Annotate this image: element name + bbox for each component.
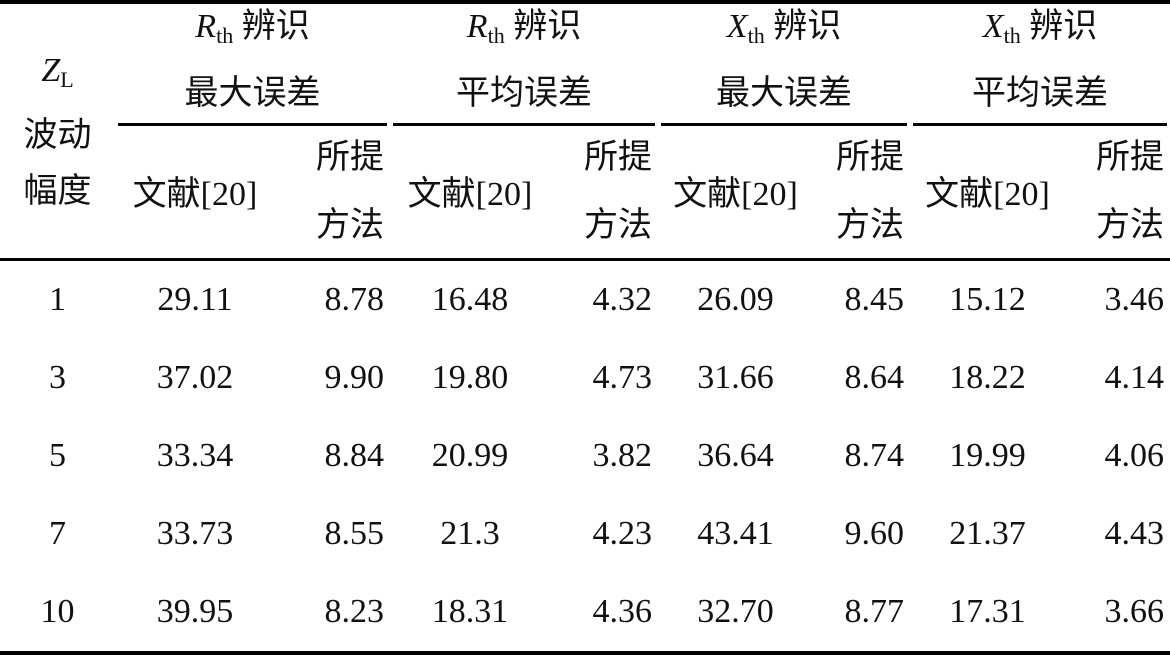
group-header-rth-max: Rth 辨识 最大误差 xyxy=(115,2,390,126)
value-cell: 26.09 xyxy=(697,281,774,318)
value-cell: 8.45 xyxy=(844,281,905,318)
value-cell: 8.23 xyxy=(324,593,385,630)
value-cell: 19.99 xyxy=(949,437,1026,474)
group-line2: 平均误差 xyxy=(972,75,1108,112)
value-cell: 3.46 xyxy=(1104,281,1165,318)
amplitude-cell: 7 xyxy=(49,515,66,552)
subheader-proposed: 所提 方法 xyxy=(550,126,658,261)
group-line2: 最大误差 xyxy=(184,75,321,112)
group-header-xth-max: Xth 辨识 最大误差 xyxy=(658,2,910,126)
value-cell: 8.74 xyxy=(844,437,905,474)
amplitude-cell: 3 xyxy=(49,359,66,396)
group-header-xth-avg: Xth 辨识 平均误差 xyxy=(910,2,1170,126)
group-var: R xyxy=(466,8,488,45)
zl-line3: 幅度 xyxy=(23,172,92,210)
group-line2: 平均误差 xyxy=(456,75,592,112)
value-cell: 4.14 xyxy=(1104,359,1165,396)
zl-var: Z xyxy=(41,51,61,89)
group-label: 辨识 xyxy=(1029,8,1098,45)
table-row: 5 33.34 8.84 20.99 3.82 36.64 8.74 19.99 4.06 xyxy=(0,417,1170,495)
subheader-proposed: 所提 方法 xyxy=(1065,126,1170,261)
value-cell: 37.02 xyxy=(156,359,234,396)
proposed-line2: 方法 xyxy=(836,207,904,244)
proposed-line2: 方法 xyxy=(316,207,384,244)
group-label: 辨识 xyxy=(241,8,310,45)
value-cell: 33.34 xyxy=(156,437,234,474)
group-sub: th xyxy=(216,23,234,48)
amplitude-cell: 1 xyxy=(49,281,66,318)
value-cell: 32.70 xyxy=(697,593,774,630)
value-cell: 18.31 xyxy=(431,593,509,630)
value-cell: 18.22 xyxy=(949,359,1026,396)
value-cell: 8.77 xyxy=(844,593,905,630)
value-cell: 43.41 xyxy=(697,515,774,552)
group-var: X xyxy=(982,8,1004,45)
amplitude-cell: 5 xyxy=(49,437,66,474)
group-sub: th xyxy=(1003,23,1021,48)
group-line2: 最大误差 xyxy=(716,75,852,112)
subheader-proposed: 所提 方法 xyxy=(275,126,390,261)
value-cell: 4.23 xyxy=(592,515,653,552)
value-cell: 4.32 xyxy=(592,281,653,318)
proposed-line2: 方法 xyxy=(1096,207,1164,244)
value-cell: 33.73 xyxy=(156,515,234,552)
group-sub: th xyxy=(747,23,765,48)
table-row: 1 29.11 8.78 16.48 4.32 26.09 8.45 15.12 3.46 xyxy=(0,260,1170,340)
value-cell: 36.64 xyxy=(697,437,774,474)
proposed-line1: 所提 xyxy=(316,139,384,176)
zl-sub: L xyxy=(60,66,74,92)
value-cell: 20.99 xyxy=(431,437,509,474)
value-cell: 16.48 xyxy=(431,281,509,318)
value-cell: 9.60 xyxy=(844,515,905,552)
group-var: X xyxy=(726,8,748,45)
zl-line2: 波动 xyxy=(23,116,92,154)
subheader-reference: 文献[20] xyxy=(390,126,550,261)
amplitude-cell: 10 xyxy=(40,593,75,630)
value-cell: 4.36 xyxy=(592,593,653,630)
value-cell: 19.80 xyxy=(431,359,509,396)
proposed-line2: 方法 xyxy=(584,207,652,244)
table-row: 10 39.95 8.23 18.31 4.36 32.70 8.77 17.31 3.66 xyxy=(0,573,1170,653)
value-cell: 4.43 xyxy=(1104,515,1165,552)
table-row: 7 33.73 8.55 21.3 4.23 43.41 9.60 21.37 4.43 xyxy=(0,495,1170,573)
group-header-rth-avg: Rth 辨识 平均误差 xyxy=(390,2,658,126)
group-label: 辨识 xyxy=(513,8,582,45)
value-cell: 8.64 xyxy=(844,359,905,396)
value-cell: 3.66 xyxy=(1104,593,1165,630)
value-cell: 15.12 xyxy=(949,281,1026,318)
value-cell: 21.3 xyxy=(440,515,500,552)
value-cell: 17.31 xyxy=(949,593,1026,630)
proposed-line1: 所提 xyxy=(584,139,652,176)
subheader-proposed: 所提 方法 xyxy=(813,126,910,261)
value-cell: 39.95 xyxy=(156,593,234,630)
subheader-reference: 文献[20] xyxy=(115,126,275,261)
group-var: R xyxy=(195,8,217,45)
value-cell: 9.90 xyxy=(324,359,385,396)
value-cell: 8.55 xyxy=(324,515,385,552)
value-cell: 8.84 xyxy=(324,437,385,474)
value-cell: 31.66 xyxy=(697,359,774,396)
zl-amplitude-header: ZL 波动 幅度 xyxy=(0,2,115,261)
table-row: 3 37.02 9.90 19.80 4.73 31.66 8.64 18.22 4.14 xyxy=(0,339,1170,417)
proposed-line1: 所提 xyxy=(836,139,904,176)
value-cell: 3.82 xyxy=(592,437,653,474)
value-cell: 29.11 xyxy=(157,281,233,318)
value-cell: 4.06 xyxy=(1104,437,1165,474)
proposed-line1: 所提 xyxy=(1096,139,1164,176)
value-cell: 8.78 xyxy=(324,281,385,318)
group-sub: th xyxy=(487,23,505,48)
group-label: 辨识 xyxy=(773,8,842,45)
subheader-reference: 文献[20] xyxy=(910,126,1065,261)
subheader-reference: 文献[20] xyxy=(658,126,813,261)
value-cell: 21.37 xyxy=(949,515,1026,552)
value-cell: 4.73 xyxy=(592,359,653,396)
